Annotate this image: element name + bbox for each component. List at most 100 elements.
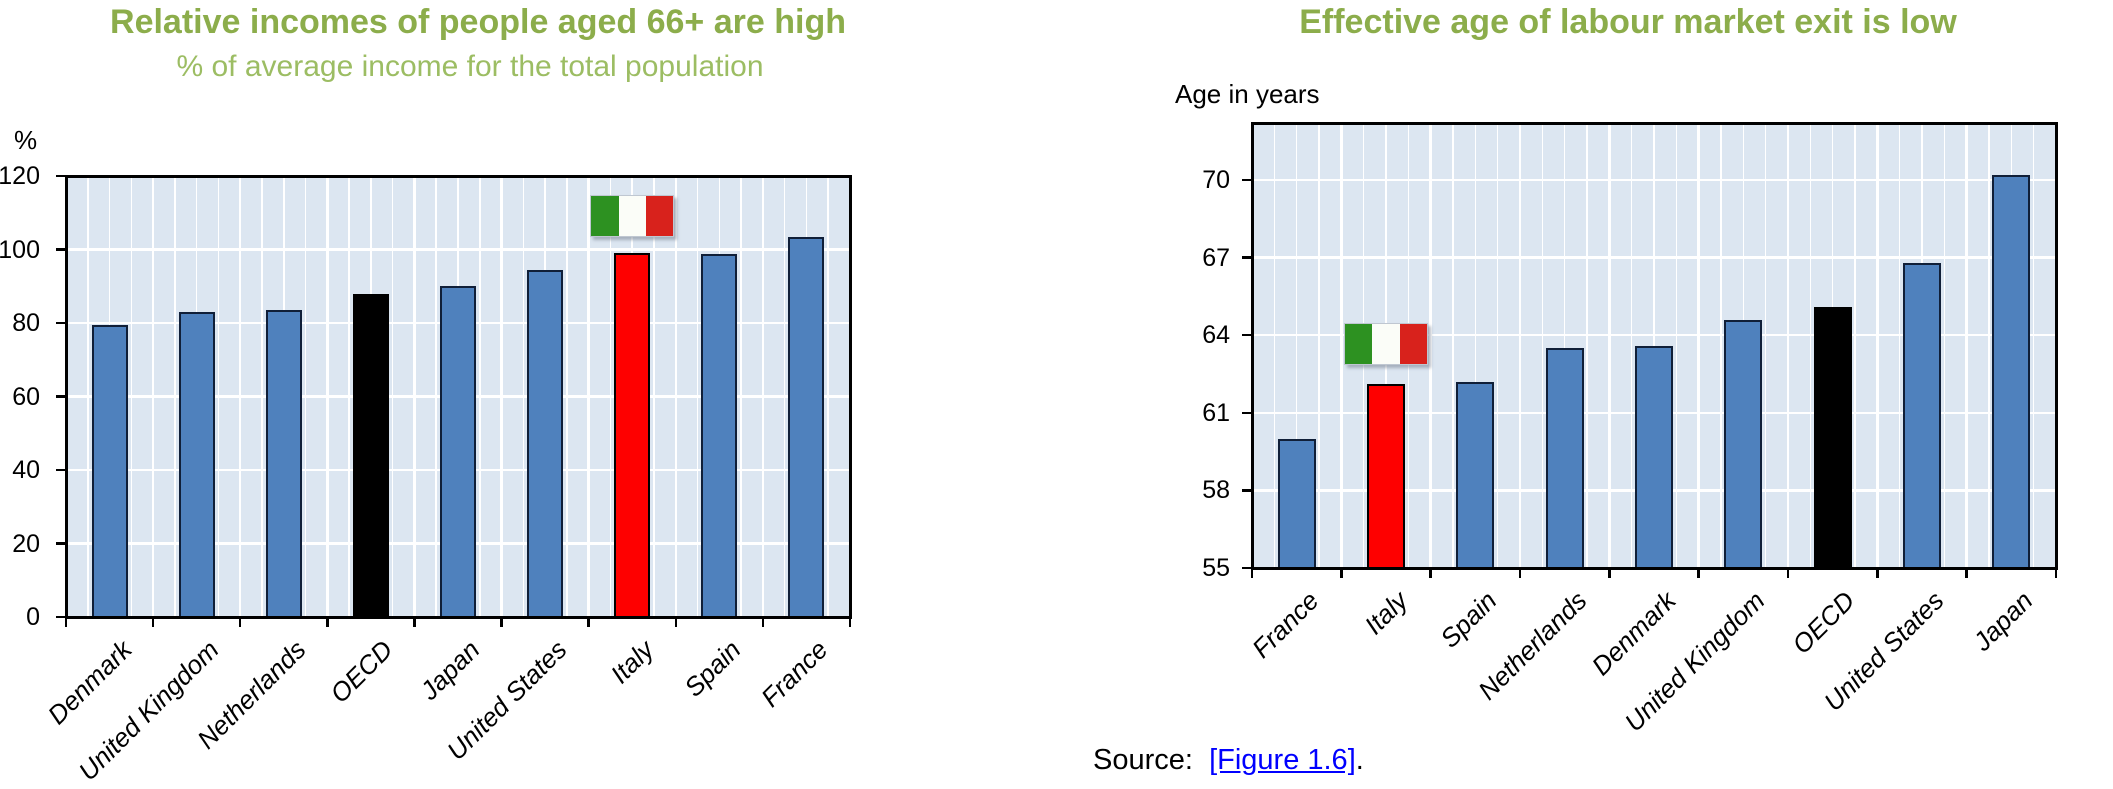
v-gridline-minor (1988, 123, 1990, 568)
bar-united-states (527, 270, 564, 617)
v-gridline-minor (1318, 123, 1320, 568)
x-tick-mark (1876, 568, 1879, 578)
v-gridline-minor (174, 176, 176, 617)
v-gridline (151, 176, 155, 617)
y-tick-label: 55 (1202, 554, 1230, 582)
x-tick-mark (587, 617, 590, 627)
v-gridline-minor (1720, 123, 1722, 568)
y-tick-mark (56, 395, 66, 398)
x-tick-mark (1340, 568, 1343, 578)
v-gridline-minor (1898, 123, 1901, 568)
x-tick-mark (326, 617, 329, 627)
category-label: Denmark (41, 634, 138, 731)
source-line: Source: [Figure 1.6]. (1093, 744, 1364, 777)
bar-japan (1992, 174, 2031, 568)
v-gridline-minor (87, 176, 89, 617)
x-tick-mark (238, 617, 242, 627)
italy-flag-marker (590, 195, 675, 238)
x-tick-mark (1608, 568, 1611, 578)
v-gridline-minor (566, 176, 568, 617)
v-gridline-minor (1563, 123, 1566, 568)
y-tick-mark (1242, 411, 1252, 415)
y-tick-label: 70 (1202, 165, 1230, 194)
y-tick-mark (56, 248, 66, 251)
v-gridline (326, 176, 329, 617)
x-tick-mark (761, 617, 765, 627)
y-tick-label: 120 (0, 162, 40, 190)
x-tick-mark (1250, 568, 1254, 578)
v-gridline (1429, 123, 1432, 568)
bar-netherlands (265, 309, 302, 617)
x-tick-mark (413, 617, 416, 627)
bar-oecd (1813, 306, 1852, 568)
v-gridline (1786, 123, 1790, 568)
v-gridline-minor (1809, 123, 1812, 568)
y-tick-label: 20 (12, 529, 40, 558)
v-gridline-minor (653, 176, 655, 617)
flag-green-stripe (1345, 324, 1373, 365)
v-gridline (238, 176, 242, 617)
right-chart-title: Effective age of labour market exit is l… (1299, 3, 1957, 41)
v-gridline-minor (217, 176, 220, 617)
v-gridline (761, 176, 765, 617)
bar-france (788, 237, 825, 617)
bar-denmark (1635, 345, 1673, 568)
flag-white-stripe (618, 196, 646, 237)
v-gridline (500, 176, 503, 617)
y-tick-label: 64 (1202, 321, 1230, 350)
v-gridline-minor (827, 176, 829, 617)
source-period: . (1355, 744, 1364, 776)
y-tick-mark (1242, 256, 1252, 259)
y-tick-mark (1242, 566, 1252, 570)
v-gridline-minor (696, 176, 699, 617)
bar-united-states (1903, 262, 1941, 568)
y-tick-label: 58 (1202, 476, 1230, 505)
v-gridline (1697, 123, 1700, 568)
v-gridline-minor (1541, 123, 1544, 568)
flag-red-stripe (645, 196, 674, 237)
flag-green-stripe (591, 196, 619, 237)
x-tick-mark (1518, 568, 1522, 578)
v-gridline-minor (261, 176, 263, 617)
v-gridline (1965, 123, 1968, 568)
left-chart-subtitle: % of average income for the total popula… (176, 50, 764, 83)
y-tick-mark (56, 321, 66, 325)
bar-italy (1367, 384, 1405, 568)
v-gridline-minor (783, 176, 786, 617)
source-figure-link[interactable]: [Figure 1.6] (1209, 744, 1356, 776)
v-gridline-minor (1496, 123, 1499, 568)
v-gridline-minor (1295, 123, 1298, 568)
v-gridline-minor (1764, 123, 1767, 568)
v-gridline (1608, 123, 1611, 568)
v-gridline-minor (1675, 123, 1678, 568)
y-tick-label: 61 (1202, 398, 1230, 427)
bar-japan (440, 286, 476, 617)
y-tick-label: 80 (12, 309, 40, 337)
right-y-axis-unit-label: Age in years (1175, 79, 1320, 109)
v-gridline-minor (522, 176, 525, 617)
v-gridline-minor (1854, 123, 1856, 568)
flag-white-stripe (1372, 324, 1400, 365)
x-tick-mark (848, 617, 852, 627)
v-gridline-minor (1452, 123, 1454, 568)
x-tick-mark (2054, 568, 2058, 578)
y-tick-mark (1242, 489, 1252, 492)
y-tick-mark (56, 542, 66, 545)
v-gridline-minor (1630, 123, 1633, 568)
v-gridline (1340, 123, 1343, 568)
x-tick-mark (64, 617, 68, 627)
bar-italy (614, 253, 651, 617)
x-tick-mark (674, 617, 678, 627)
v-gridline-minor (348, 176, 350, 617)
bar-united-kingdom (1724, 319, 1763, 568)
v-gridline (1518, 123, 1522, 568)
v-gridline-minor (740, 176, 742, 617)
y-tick-mark (56, 174, 66, 178)
y-tick-label: 67 (1202, 243, 1230, 272)
bar-denmark (91, 324, 128, 617)
y-tick-mark (1242, 178, 1252, 182)
y-tick-label: 40 (12, 456, 40, 484)
x-tick-mark (1697, 568, 1700, 578)
v-gridline-minor (1474, 123, 1477, 568)
